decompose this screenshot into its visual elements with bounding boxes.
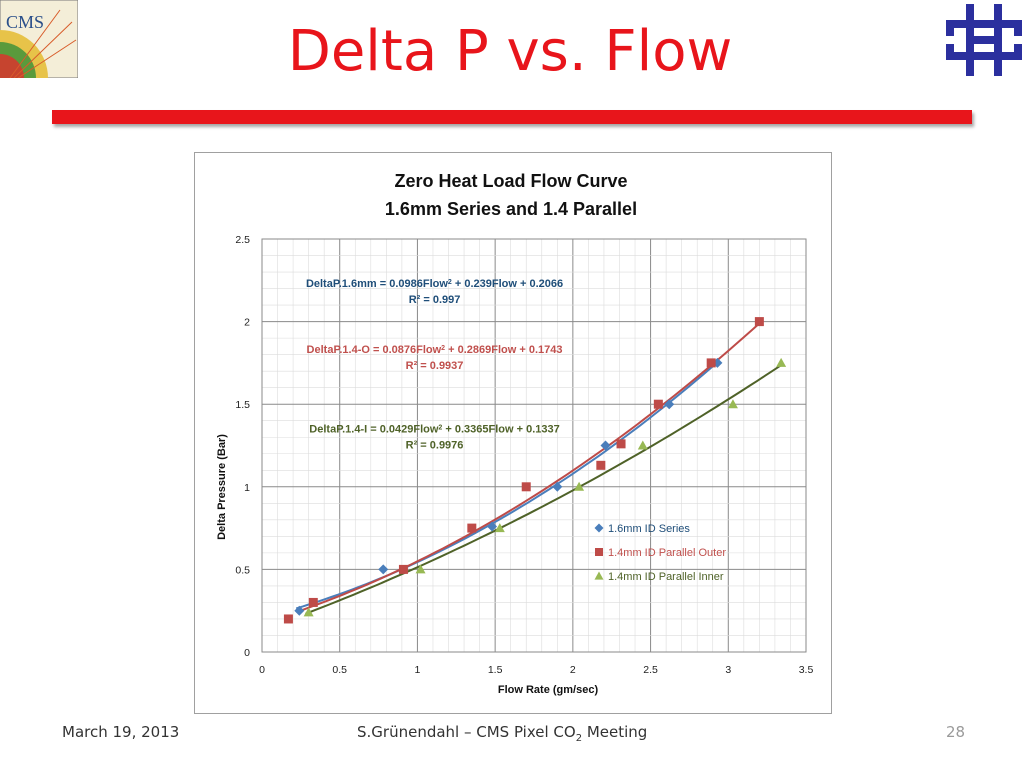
footer-subscript: 2 bbox=[575, 733, 583, 744]
footer-presenter: S.Grünendahl – CMS Pixel CO2 Meeting bbox=[357, 723, 647, 744]
plot-area bbox=[262, 239, 806, 652]
x-tick-label: 0 bbox=[259, 664, 265, 676]
data-point-triangle bbox=[594, 571, 604, 580]
data-point-diamond bbox=[594, 523, 604, 533]
x-tick-label: 2.5 bbox=[643, 664, 658, 676]
r-squared: R² = 0.9937 bbox=[406, 360, 464, 372]
data-point-diamond bbox=[487, 521, 498, 532]
page-number: 28 bbox=[946, 723, 966, 741]
chart-frame: Zero Heat Load Flow Curve 1.6mm Series a… bbox=[194, 152, 832, 714]
chart-legend: 1.6mm ID Series 1.4mm ID Parallel Outer 1.… bbox=[594, 523, 726, 583]
footer-presenter-suffix: Meeting bbox=[582, 723, 648, 741]
data-point-square bbox=[467, 523, 477, 533]
legend-label: 1.6mm ID Series bbox=[608, 523, 690, 535]
tick-labels: 0 0.5 1 1.5 2 2.5 3 3.5 0 0.5 1 1.5 2 2.5 bbox=[235, 234, 813, 676]
x-tick-label: 3 bbox=[725, 664, 731, 676]
trendline bbox=[305, 364, 782, 615]
data-point-diamond bbox=[600, 440, 611, 451]
data-point-square bbox=[521, 482, 531, 492]
y-tick-label: 1 bbox=[244, 482, 250, 494]
data-point-triangle bbox=[637, 440, 648, 450]
r-squared: R² = 0.9976 bbox=[406, 439, 464, 451]
data-point-square bbox=[706, 358, 716, 368]
data-point-square bbox=[653, 399, 663, 409]
data-point-square bbox=[616, 439, 626, 449]
legend-label: 1.4mm ID Parallel Outer bbox=[608, 547, 726, 559]
trend-equation: DeltaP.1.6mm = 0.0986Flow2 + 0.239Flow +… bbox=[306, 278, 563, 290]
footer-date: March 19, 2013 bbox=[62, 723, 180, 741]
slide-title: Delta P vs. Flow bbox=[287, 19, 733, 84]
fermilab-logo bbox=[946, 4, 1022, 76]
data-point-triangle bbox=[574, 481, 585, 491]
x-tick-label: 2 bbox=[570, 664, 576, 676]
x-tick-label: 1 bbox=[415, 664, 421, 676]
data-markers bbox=[283, 317, 787, 624]
data-point-triangle bbox=[303, 607, 314, 617]
data-point-square bbox=[754, 317, 764, 327]
title-divider-bar bbox=[52, 110, 972, 124]
plot-border bbox=[261, 238, 807, 653]
data-point-triangle bbox=[415, 564, 426, 574]
data-point-square bbox=[308, 597, 318, 607]
x-tick-label: 0.5 bbox=[332, 664, 347, 676]
x-axis-title: Flow Rate (gm/sec) bbox=[498, 684, 599, 696]
data-point-square bbox=[595, 548, 603, 556]
y-tick-label: 0 bbox=[244, 647, 250, 659]
trendline bbox=[295, 322, 761, 614]
trend-equation: DeltaP.1.4-I = 0.0429Flow2 + 0.3365Flow … bbox=[309, 423, 559, 435]
data-point-diamond bbox=[664, 399, 675, 410]
chart-title-line2: 1.6mm Series and 1.4 Parallel bbox=[385, 199, 637, 219]
footer-presenter-text: S.Grünendahl – CMS Pixel CO bbox=[357, 723, 576, 741]
trendlines bbox=[295, 322, 782, 615]
data-point-square bbox=[398, 564, 408, 574]
r-squared: R² = 0.997 bbox=[409, 294, 461, 306]
x-tick-label: 3.5 bbox=[799, 664, 814, 676]
y-tick-label: 2.5 bbox=[235, 234, 250, 246]
cms-logo: CMS bbox=[0, 0, 78, 78]
flow-curve-chart: Zero Heat Load Flow Curve 1.6mm Series a… bbox=[216, 171, 813, 696]
y-tick-label: 2 bbox=[244, 317, 250, 329]
data-point-diamond bbox=[378, 564, 389, 575]
data-point-square bbox=[283, 614, 293, 624]
data-point-triangle bbox=[727, 399, 738, 409]
data-point-square bbox=[596, 460, 606, 470]
chart-title-line1: Zero Heat Load Flow Curve bbox=[394, 171, 627, 191]
chart-grid bbox=[261, 238, 807, 653]
trend-equations: DeltaP.1.6mm = 0.0986Flow2 + 0.239Flow +… bbox=[306, 278, 563, 451]
legend-label: 1.4mm ID Parallel Inner bbox=[608, 571, 724, 583]
y-tick-label: 0.5 bbox=[235, 564, 250, 576]
x-tick-label: 1.5 bbox=[488, 664, 503, 676]
data-point-triangle bbox=[494, 523, 505, 533]
data-point-triangle bbox=[776, 357, 787, 367]
data-point-diamond bbox=[552, 481, 563, 492]
trend-equation: DeltaP.1.4-O = 0.0876Flow2 + 0.2869Flow … bbox=[307, 344, 563, 356]
y-tick-label: 1.5 bbox=[235, 399, 250, 411]
cms-logo-text: CMS bbox=[6, 12, 44, 32]
data-point-diamond bbox=[294, 605, 305, 616]
y-axis-title: Delta Pressure (Bar) bbox=[216, 434, 228, 540]
